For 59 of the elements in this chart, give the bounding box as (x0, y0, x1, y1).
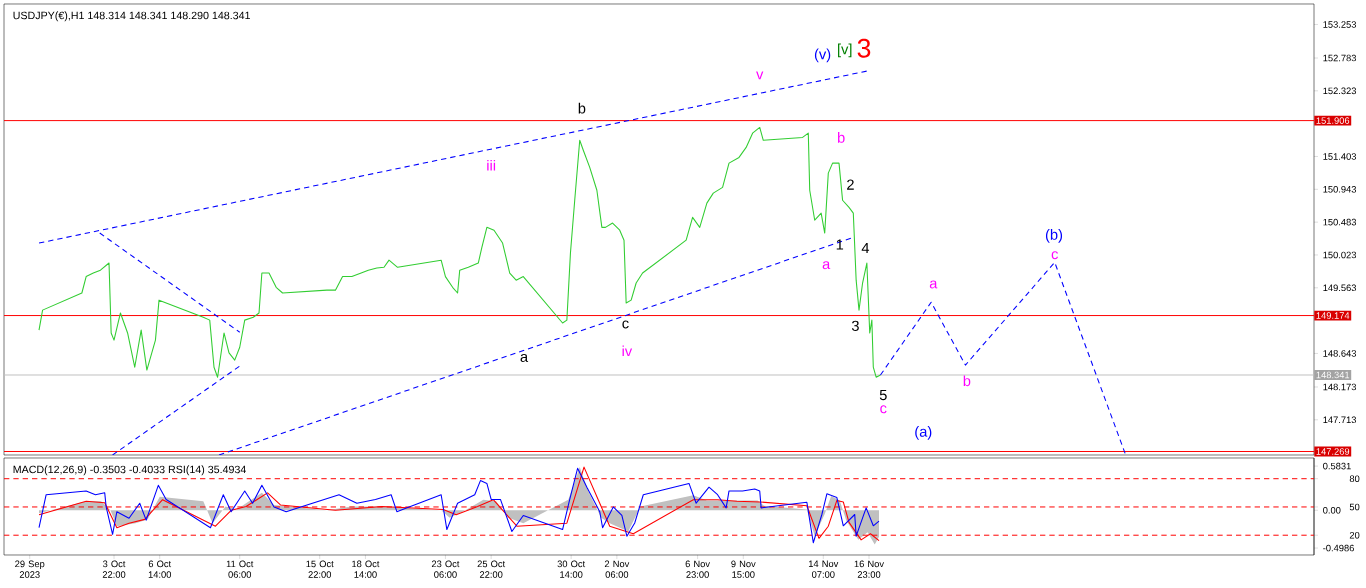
x-tick-label: 18 Oct 14:00 (352, 560, 380, 578)
annotation: a (520, 353, 529, 362)
annotation: c (622, 320, 629, 329)
y2-tick-label: 50 (1349, 503, 1360, 511)
x-tick-label: 15 Oct 22:00 (306, 560, 334, 578)
y-tick-label: 149.563 (1323, 284, 1357, 292)
text: MACD(12,26,9) -0.3503 -0.4033 RSI(14) 35.4934 (13, 465, 246, 476)
annotation: a (822, 261, 831, 270)
y-tick-label: 150.023 (1323, 251, 1357, 259)
annotation: (a) (915, 426, 932, 440)
ref-line-label: 147.269 (1316, 448, 1350, 455)
annotation: 2 (847, 179, 854, 190)
x-tick-label: 6 Oct 14:00 (148, 560, 172, 578)
x-tick-label: 23 Oct 06:00 (431, 560, 460, 578)
y-tick-label: 150.943 (1323, 186, 1357, 193)
y-tick-label: 147.713 (1323, 416, 1357, 424)
x-tick-label: 29 Sep 2023 (15, 560, 45, 578)
x-tick-label: 3 Oct 22:00 (102, 560, 126, 578)
x-tick-label: 2 Nov 06:00 (604, 560, 630, 578)
ref-line-label: 151.906 (1316, 117, 1350, 124)
y-tick-label: 152.323 (1323, 87, 1357, 95)
x-tick-label: 9 Nov 15:00 (731, 560, 756, 578)
y-tick-label: 0.5831 (1323, 462, 1351, 470)
y-tick-label: 0.00 (1323, 506, 1341, 514)
x-tick-label: 14 Nov 07:00 (808, 560, 839, 578)
annotation: c (880, 405, 887, 414)
y2-tick-label: 80 (1349, 475, 1360, 483)
annotation: (v) (814, 48, 831, 63)
annotation: c (1051, 251, 1058, 260)
ref-line-label: 148.341 (1316, 371, 1350, 379)
y-tick-label: 148.643 (1323, 350, 1357, 357)
x-tick-label: 11 Oct 06:00 (226, 560, 254, 578)
y2-tick-label: 20 (1349, 531, 1360, 539)
y-tick-label: 150.483 (1323, 218, 1357, 226)
annotation: 5 (879, 389, 887, 401)
annotation: 3 (857, 38, 871, 58)
annotation: (b) (1045, 229, 1063, 243)
annotation: 1 (836, 239, 844, 250)
annotation: 4 (861, 243, 870, 254)
annotation: v (756, 71, 764, 80)
y-tick-label: 148.173 (1323, 383, 1357, 391)
y-tick-label: 153.253 (1323, 21, 1357, 28)
y-tick-label: 151.403 (1323, 153, 1357, 160)
annotation: 3 (851, 320, 859, 332)
annotation: [v] (838, 43, 852, 58)
y-tick-label: 152.783 (1323, 54, 1357, 62)
x-tick-label: 6 Nov 23:00 (685, 560, 710, 578)
annotation: a (929, 280, 938, 289)
annotation: b (963, 375, 971, 387)
text: USDJPY(€),H1 148.314 148.341 148.290 148.341 (13, 11, 250, 22)
annotation: iii (487, 159, 496, 171)
x-tick-label: 30 Oct 14:00 (557, 560, 586, 578)
x-tick-label: 16 Nov 23:00 (854, 560, 884, 578)
y-tick-label: -0.4986 (1323, 544, 1354, 552)
annotation: b (838, 132, 845, 143)
x-tick-label: 25 Oct 22:00 (477, 560, 506, 578)
ref-line-label: 149.174 (1316, 312, 1350, 319)
annotation: b (578, 102, 586, 114)
annotation: iv (622, 345, 633, 357)
